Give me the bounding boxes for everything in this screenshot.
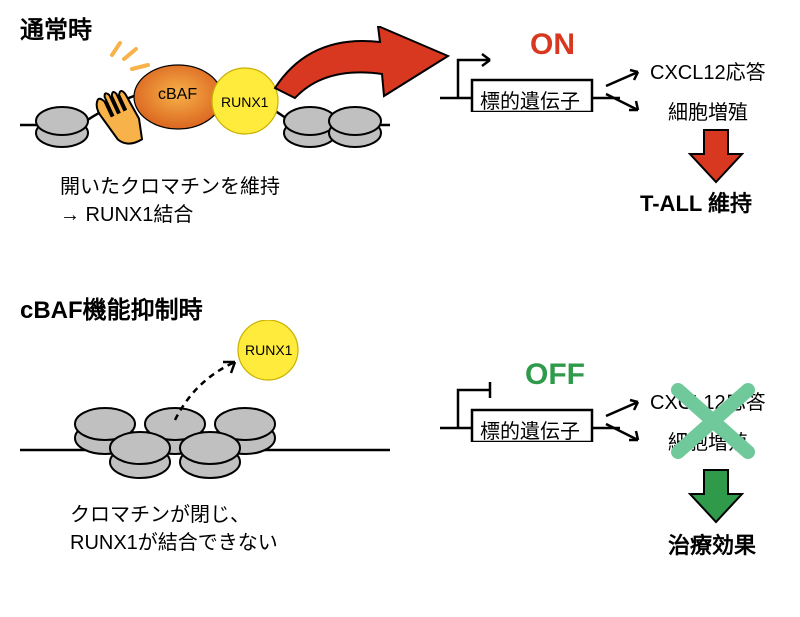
effect-arrows-2	[602, 396, 648, 452]
cross-out-icon	[670, 382, 756, 460]
panel2-chromatin-svg	[20, 320, 390, 490]
nucleosome-right-1	[284, 107, 336, 147]
effect1-label-1: CXCL12応答	[650, 56, 766, 85]
target-gene-label-2: 標的遺伝子	[480, 415, 580, 444]
panel1-caption-line1: 開いたクロマチンを維持	[60, 170, 280, 199]
runx1-label-2: RUNX1	[245, 342, 292, 358]
activation-arrow-icon	[270, 26, 460, 106]
runx1-label-1: RUNX1	[221, 94, 268, 110]
outcome-arrow-red-icon	[686, 128, 746, 184]
panel1-caption-line2: → RUNX1結合	[60, 198, 193, 227]
outcome-label-2: 治療効果	[668, 528, 756, 560]
outcome-label-1: T-ALL 維持	[640, 186, 752, 218]
diagram-root: 通常時	[0, 0, 800, 617]
outcome-arrow-green-icon	[686, 468, 746, 524]
cbaf-label: cBAF	[158, 86, 197, 104]
nucleosome-right-2	[329, 107, 381, 147]
panel2-caption-line1: クロマチンが閉じ、	[70, 498, 250, 527]
closed-nucleosome-front-2	[180, 432, 240, 478]
target-gene-label-1: 標的遺伝子	[480, 85, 580, 114]
closed-nucleosome-front-1	[110, 432, 170, 478]
effect-arrows-1	[602, 66, 648, 122]
panel2-caption-line2: RUNX1が結合できない	[70, 526, 278, 555]
burst-icon	[112, 43, 148, 69]
effect2-label-1: 細胞増殖	[668, 96, 748, 125]
nucleosome-left-stack	[36, 107, 88, 147]
